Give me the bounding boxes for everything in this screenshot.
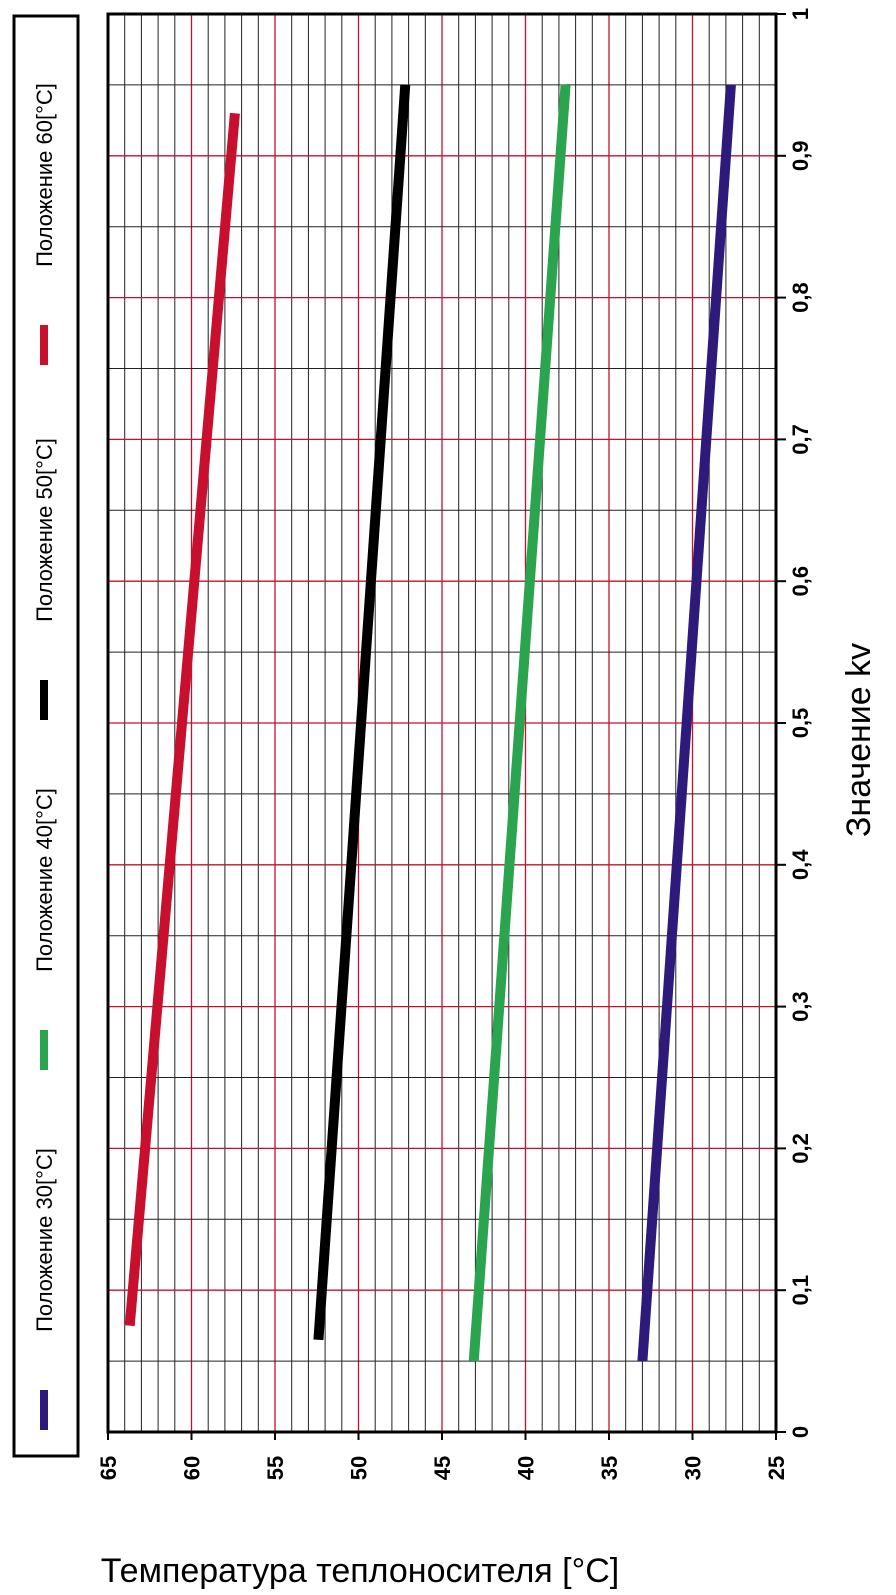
x-tick-label: 0: [788, 1426, 813, 1438]
y-tick-label: 50: [347, 1456, 372, 1480]
y-tick-label: 60: [180, 1456, 205, 1480]
series-line: [313, 84, 411, 1341]
legend-label: Положение 60[°C]: [32, 83, 57, 267]
x-tick-label: 1: [788, 8, 813, 20]
y-tick-label: 45: [430, 1456, 455, 1480]
x-tick-label: 0,3: [788, 991, 813, 1022]
legend-swatch: [40, 680, 48, 720]
series-line: [637, 84, 736, 1362]
ticks: 0 0,1 0,2 0,3 0,4 0,5 0,6 0,7 0,8 0,9 1 65 60 55 50 45 4…: [96, 8, 813, 1480]
legend-label: Положение 30[°C]: [32, 1148, 57, 1332]
x-axis-title: Значение kv: [840, 643, 878, 837]
legend-box: [12, 14, 80, 1458]
x-tick-label: 0,6: [788, 566, 813, 597]
legend-label: Положение 40[°C]: [32, 788, 57, 972]
x-tick-label: 0,2: [788, 1133, 813, 1164]
y-tick-label: 55: [263, 1456, 288, 1480]
x-tick-label: 0,1: [788, 1275, 813, 1306]
legend: Положение 30[°C] Положение 40[°C] Положени…: [12, 14, 80, 1458]
x-tick-label: 0,9: [788, 141, 813, 172]
legend-item: Положение 50[°C]: [32, 438, 57, 720]
y-tick-label: 35: [597, 1456, 622, 1480]
y-tick-label: 65: [96, 1456, 121, 1480]
x-tick-label: 0,4: [788, 849, 813, 880]
legend-item: Положение 30[°C]: [32, 1148, 57, 1430]
series-layer: [124, 84, 736, 1362]
x-tick-label: 0,8: [788, 282, 813, 313]
legend-swatch: [40, 325, 48, 365]
y-axis-title: Температура теплоносителя [°C]: [101, 1552, 619, 1590]
y-tick-label: 30: [681, 1456, 706, 1480]
legend-label: Положение 50[°C]: [32, 438, 57, 622]
y-tick-label: 25: [764, 1456, 789, 1480]
x-tick-label: 0,5: [788, 708, 813, 739]
x-tick-label: 0,7: [788, 424, 813, 455]
series-line: [468, 84, 571, 1362]
legend-item: Положение 60[°C]: [32, 83, 57, 365]
legend-swatch: [40, 1390, 48, 1430]
legend-swatch: [40, 1030, 48, 1070]
legend-item: Положение 40[°C]: [32, 788, 57, 1070]
series-line: [124, 112, 240, 1327]
y-tick-label: 40: [514, 1456, 539, 1480]
grid: [107, 13, 777, 1433]
